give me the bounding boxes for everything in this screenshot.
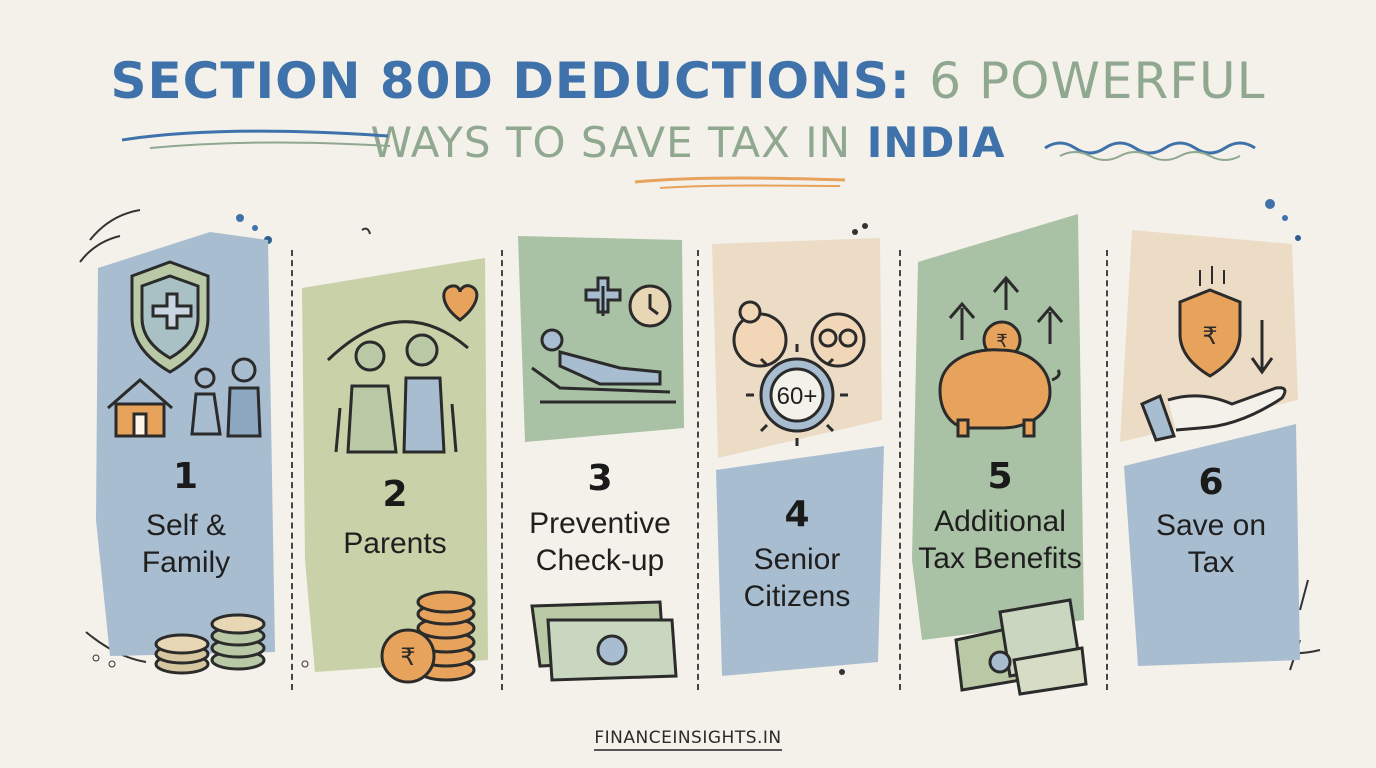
item-5-label-line1: Additional	[934, 505, 1066, 538]
coin-stack-icon	[154, 613, 266, 675]
item-5-number: 5	[987, 456, 1013, 497]
rupee-shield-icon	[1178, 288, 1242, 378]
elderly-couple-icon	[334, 333, 458, 454]
item-4-number: 4	[784, 494, 810, 535]
up-arrows-icon	[948, 275, 1064, 344]
page-subtitle: WAYS TO SAVE TAX IN INDIA	[0, 118, 1376, 167]
item-3-number: 3	[587, 458, 613, 499]
piggy-bank-icon	[938, 320, 1061, 438]
item-6-number: 6	[1198, 462, 1224, 503]
item-5-label: Additional Tax Benefits	[905, 504, 1095, 577]
medical-star-icon	[584, 276, 622, 316]
house-icon	[107, 378, 173, 438]
footer-site: FINANCEINSIGHTS.IN	[0, 728, 1376, 751]
panel-6b-bg	[1124, 424, 1300, 666]
panel-2-bg	[302, 258, 488, 672]
item-5-label-line2: Tax Benefits	[918, 541, 1082, 575]
subtitle-blue: INDIA	[866, 118, 1006, 167]
item-6-label-line2: Tax	[1187, 545, 1235, 579]
divider-5	[1106, 250, 1108, 690]
item-4-label: Senior Citizens	[712, 542, 882, 615]
rupee-symbol-coin: ₹	[400, 643, 415, 671]
heart-icon	[442, 284, 479, 322]
page-title: SECTION 80D DEDUCTIONS: 6 POWERFUL	[0, 52, 1376, 110]
panel-4b-bg	[716, 446, 884, 676]
subtitle-green: WAYS TO SAVE TAX IN	[370, 118, 852, 167]
gear-icon	[746, 344, 848, 446]
age-60-badge: 60+	[777, 383, 818, 410]
item-6-label-line1: Save on	[1155, 509, 1267, 542]
item-3-label-line1: Preventive	[529, 507, 671, 540]
open-hand-icon	[1140, 386, 1287, 442]
title-part2: 6 POWERFUL	[929, 52, 1266, 110]
footer-text: FINANCEINSIGHTS.IN	[594, 728, 782, 751]
divider-3	[697, 250, 699, 690]
banknote-icon	[530, 600, 678, 682]
shield-cross-icon	[130, 260, 210, 374]
patient-bed-icon	[531, 328, 676, 404]
banknote-icon-2	[954, 598, 1088, 696]
item-4-label-line2: Citizens	[743, 579, 851, 613]
title-part1: SECTION 80D DEDUCTIONS:	[110, 52, 911, 110]
divider-2	[501, 250, 503, 690]
item-2-label-line1: Parents	[343, 527, 447, 560]
item-2-label: Parents	[300, 526, 490, 563]
down-arrow-icon	[1199, 266, 1274, 375]
clock-icon	[628, 284, 672, 328]
item-1-label-line2: Family	[141, 545, 231, 579]
coin-stack-icon-2	[380, 590, 476, 684]
elderly-faces-icon	[732, 300, 866, 368]
item-6-label: Save on Tax	[1124, 508, 1298, 581]
item-3-label-line2: Check-up	[535, 543, 665, 577]
divider-4	[899, 250, 901, 690]
item-1-label-line1: Self &	[145, 509, 227, 542]
item-1-number: 1	[172, 456, 199, 497]
family-icon	[190, 357, 262, 438]
item-2-number: 2	[382, 474, 408, 515]
item-1-label: Self & Family	[96, 508, 276, 581]
item-4-label-line1: Senior	[753, 543, 841, 576]
divider-1	[291, 250, 293, 690]
item-3-label: Preventive Check-up	[500, 506, 700, 579]
rupee-symbol-piggy: ₹	[996, 331, 1007, 352]
rupee-symbol-shield: ₹	[1202, 322, 1217, 350]
